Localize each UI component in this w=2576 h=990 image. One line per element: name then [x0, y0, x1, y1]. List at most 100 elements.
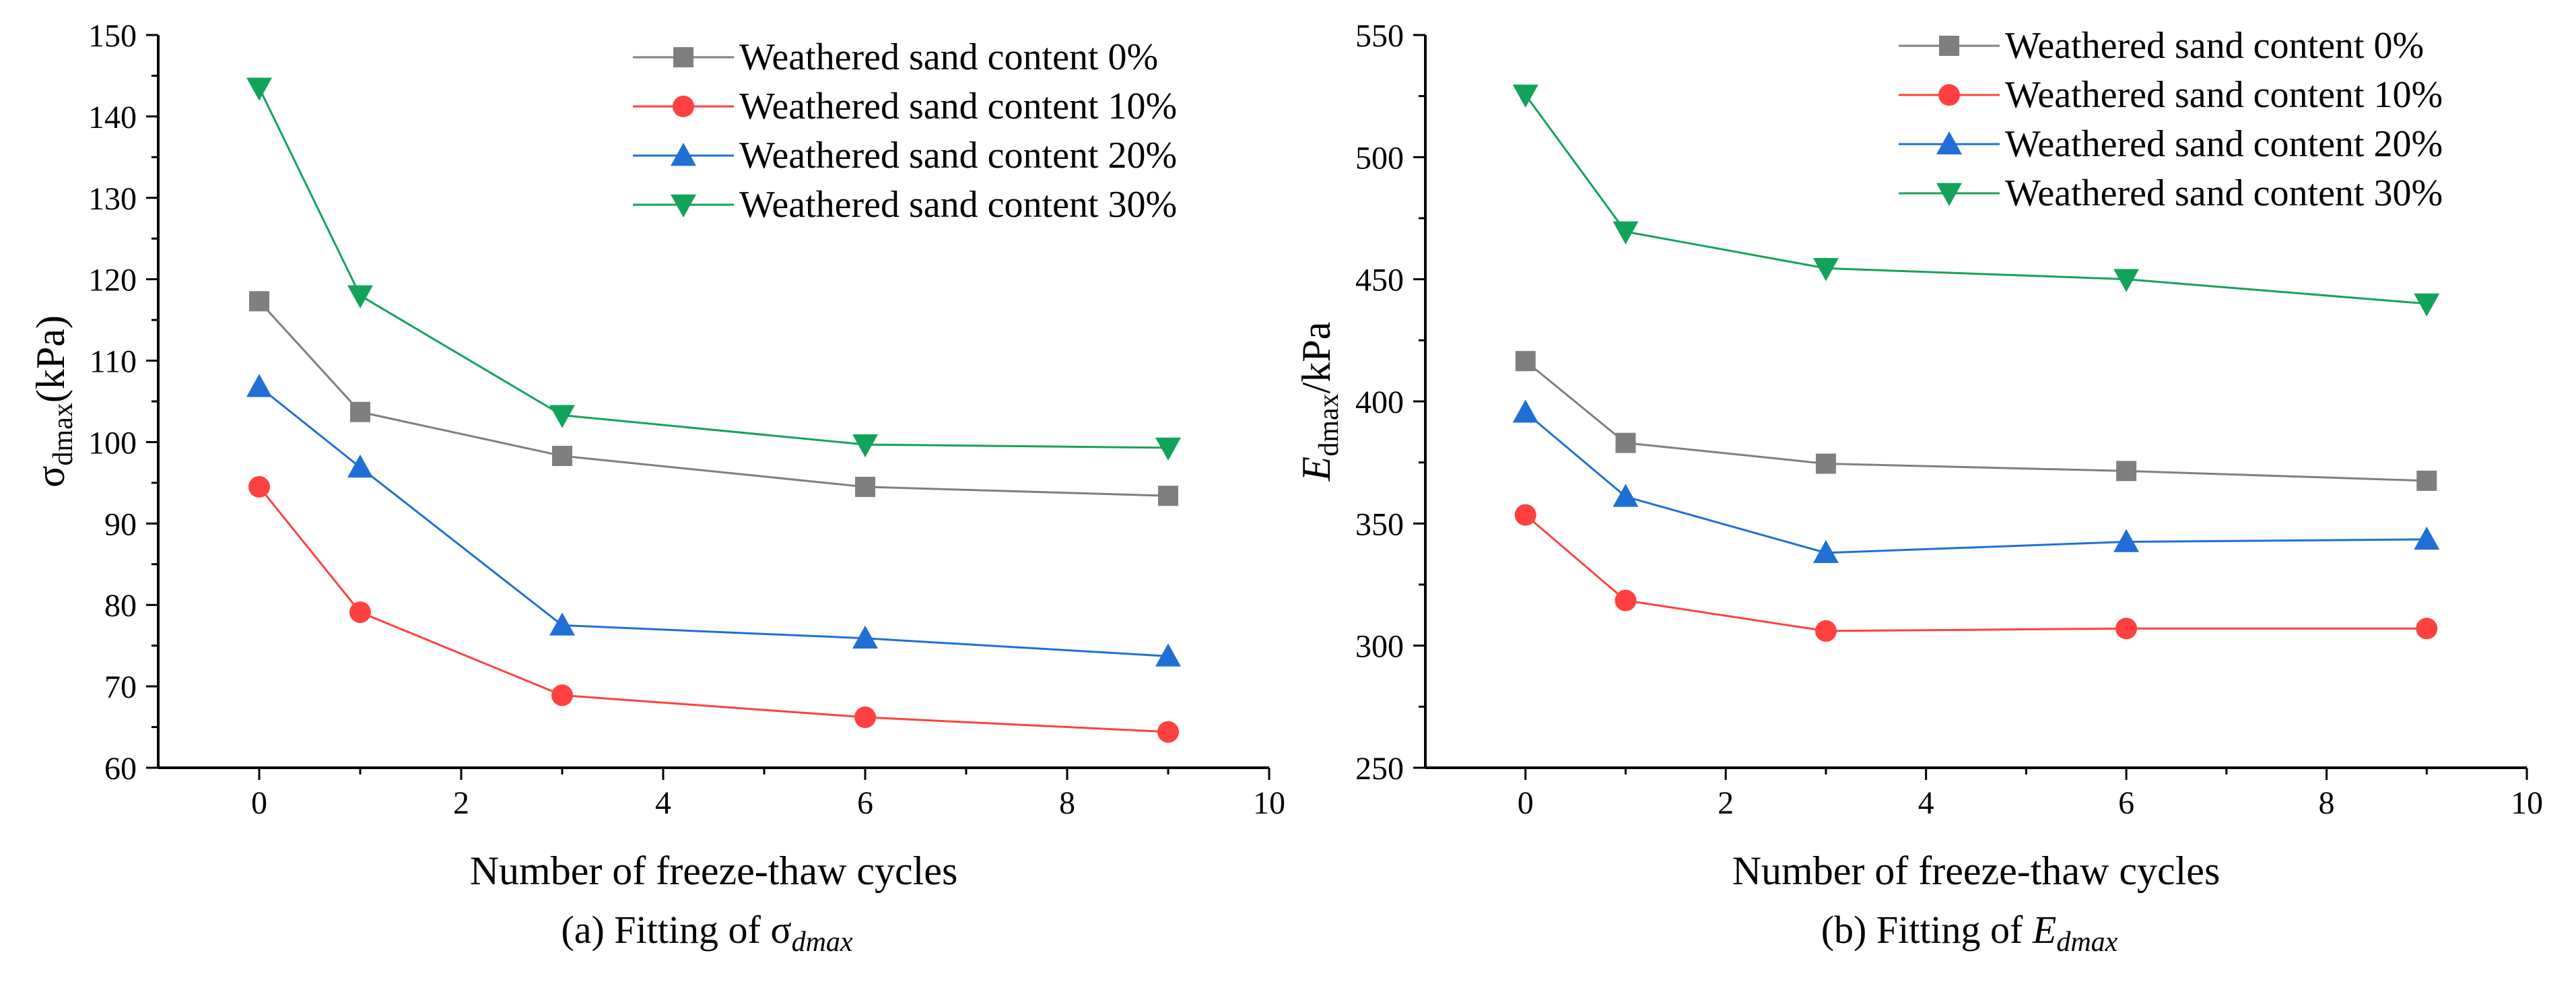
data-point-0-3 — [2116, 461, 2137, 482]
series-line-2 — [1524, 411, 2427, 554]
data-point-0-1 — [1615, 432, 1636, 453]
legend-marker — [1939, 36, 1959, 56]
y-tick-label: 550 — [1355, 18, 1404, 54]
y-axis-title-symbol: E — [1294, 457, 1338, 482]
y-tick-label: 300 — [1355, 629, 1404, 665]
x-tick-label: 2 — [1718, 785, 1734, 821]
data-point-3-2 — [1812, 258, 1839, 282]
legend-marker — [673, 96, 694, 117]
data-point-3-0 — [246, 77, 272, 101]
legend-label: Weathered sand content 20% — [739, 135, 1177, 176]
caption-symbol: E — [2032, 908, 2056, 952]
legend-marker — [1936, 131, 1962, 155]
y-tick-label: 100 — [88, 425, 137, 461]
legend-label: Weathered sand content 20% — [2005, 123, 2443, 165]
data-point-3-0 — [1512, 84, 1538, 108]
x-tick-label: 2 — [453, 785, 469, 821]
data-point-1-1 — [1615, 589, 1637, 612]
y-axis-title-unit: (kPa) — [28, 315, 73, 403]
y-tick-label: 450 — [1355, 263, 1404, 298]
data-point-3-4 — [2414, 293, 2440, 317]
y-tick-label: 150 — [88, 18, 137, 54]
data-point-2-2 — [549, 612, 575, 636]
x-axis-title: Number of freeze-thaw cycles — [1732, 849, 2221, 893]
data-point-2-1 — [1613, 484, 1639, 507]
data-point-3-3 — [2113, 269, 2140, 292]
data-point-1-4 — [2416, 618, 2438, 640]
panel-a-chart: 0 2 4 6 8 10 60 70 80 90 100 110 120 130 140 150 Number … — [28, 18, 1285, 958]
y-axis-title: σdmax(kPa) — [28, 315, 79, 488]
x-tick-label: 4 — [1918, 785, 1934, 821]
data-point-0-4 — [1158, 486, 1178, 506]
data-point-3-4 — [1155, 437, 1181, 461]
data-point-2-0 — [246, 374, 272, 397]
data-point-3-1 — [1613, 221, 1639, 244]
y-axis-title-subscript: dmax — [1314, 393, 1345, 456]
y-tick-label: 60 — [104, 751, 137, 787]
x-tick-label: 6 — [857, 785, 873, 821]
y-tick-label: 350 — [1355, 506, 1404, 542]
data-point-3-1 — [347, 285, 373, 308]
data-point-1-1 — [349, 601, 371, 624]
caption-prefix: (a) Fitting of — [561, 908, 770, 952]
x-tick-label: 10 — [2511, 785, 2543, 821]
data-point-0-2 — [552, 445, 572, 466]
x-tick-label: 8 — [2319, 785, 2335, 821]
data-point-0-0 — [1515, 351, 1536, 372]
data-point-1-0 — [248, 475, 270, 498]
y-tick-label: 80 — [104, 588, 137, 624]
data-point-1-3 — [2115, 618, 2138, 640]
data-point-2-2 — [1812, 539, 1839, 564]
data-point-1-0 — [1514, 504, 1536, 526]
caption-prefix: (b) Fitting of — [1821, 908, 2033, 952]
y-tick-label: 400 — [1355, 385, 1404, 420]
legend-label: Weathered sand content 10% — [2005, 74, 2443, 116]
legend-marker — [671, 143, 696, 166]
caption-subscript: dmax — [2056, 927, 2117, 958]
x-tick-label: 0 — [251, 785, 267, 821]
x-axis-title: Number of freeze-thaw cycles — [470, 849, 958, 893]
data-point-0-1 — [350, 401, 370, 422]
data-point-2-4 — [2414, 526, 2440, 550]
data-point-1-2 — [551, 684, 573, 706]
y-tick-label: 500 — [1355, 140, 1404, 176]
data-point-1-2 — [1815, 620, 1837, 642]
data-point-2-4 — [1155, 643, 1181, 667]
y-tick-label: 90 — [104, 506, 137, 542]
figure-caption: (a) Fitting of σdmax — [561, 908, 853, 958]
data-point-1-3 — [854, 706, 876, 729]
legend-marker — [1936, 183, 1962, 206]
x-tick-label: 10 — [1253, 785, 1285, 821]
y-tick-label: 120 — [88, 263, 137, 298]
y-tick-label: 130 — [88, 181, 137, 217]
data-point-3-3 — [852, 434, 878, 458]
data-point-2-1 — [347, 454, 373, 478]
caption-subscript: dmax — [792, 927, 853, 958]
data-point-0-2 — [1815, 453, 1836, 474]
figure-caption: (b) Fitting of Edmax — [1821, 908, 2118, 958]
x-tick-label: 6 — [2118, 785, 2134, 821]
data-point-3-2 — [549, 405, 575, 428]
y-axis-title-unit: /kPa — [1294, 322, 1338, 394]
legend-marker — [1938, 84, 1960, 106]
data-point-0-0 — [249, 291, 269, 312]
data-point-1-4 — [1157, 721, 1179, 743]
legend-label: Weathered sand content 0% — [739, 36, 1158, 78]
legend-label: Weathered sand content 30% — [739, 184, 1177, 226]
y-tick-label: 70 — [104, 669, 137, 705]
series-line-1 — [1524, 514, 2427, 632]
y-tick-label: 250 — [1355, 751, 1404, 787]
x-tick-label: 8 — [1059, 785, 1075, 821]
legend-marker — [671, 194, 696, 218]
y-tick-label: 110 — [90, 344, 137, 380]
x-tick-label: 0 — [1518, 785, 1534, 821]
data-point-2-0 — [1512, 399, 1538, 423]
y-axis-title-subscript: dmax — [48, 403, 79, 465]
y-axis-title: Edmax/kPa — [1294, 322, 1345, 482]
legend-label: Weathered sand content 0% — [2005, 25, 2424, 67]
data-point-2-3 — [852, 625, 878, 649]
data-point-2-3 — [2113, 529, 2140, 552]
y-axis-title-symbol: σ — [28, 465, 73, 487]
series-line-0 — [258, 300, 1169, 497]
